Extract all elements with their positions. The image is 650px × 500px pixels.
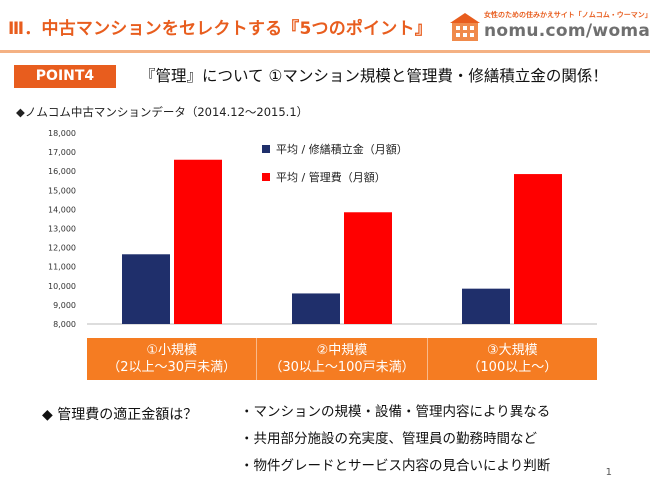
y-tick-label: 14,000 <box>48 205 76 214</box>
category-medium-range: （30以上～100戸未満） <box>269 360 415 375</box>
y-tick-label: 15,000 <box>48 186 76 195</box>
category-medium-name: ②中規模 <box>316 343 368 358</box>
y-tick-label: 17,000 <box>48 148 76 157</box>
bar-management-fee <box>174 159 222 324</box>
header: Ⅲ．中古マンションをセレクトする『5つのポイント』 女性のための住みかえサイト「… <box>0 0 650 53</box>
point-badge: POINT4 <box>14 65 116 88</box>
header-title: Ⅲ．中古マンションをセレクトする『5つのポイント』 <box>8 19 432 39</box>
fee-factor-list: ・マンションの規模・設備・管理内容により異なる ・共用部分施設の充実度、管理員の… <box>240 404 550 485</box>
y-tick-label: 18,000 <box>48 129 76 138</box>
bar-chart: 8,000 9,000 10,000 11,000 12,000 13,000 14,000… <box>48 129 597 329</box>
header-rule <box>0 50 650 53</box>
category-small: ①小規模 （2以上～30戸未満） <box>87 338 258 380</box>
category-small-range: （2以上～30戸未満） <box>107 360 237 375</box>
y-tick-label: 10,000 <box>48 282 76 291</box>
management-fee-question: ◆ 管理費の適正金額は？ <box>42 407 198 423</box>
bar-repair-reserve <box>462 288 510 324</box>
category-small-name: ①小規模 <box>146 343 197 358</box>
y-tick-label: 16,000 <box>48 167 76 176</box>
bar-management-fee <box>514 174 562 324</box>
category-large-range: （100以上～） <box>467 360 558 375</box>
bar-repair-reserve <box>122 254 170 324</box>
legend-swatch <box>262 173 270 181</box>
fee-factor-item: ・物件グレードとサービス内容の見合いにより判断 <box>240 458 551 474</box>
house-logo-icon <box>450 13 480 41</box>
logo: 女性のための住みかえサイト「ノムコム・ウーマン」 nomu.com/woman <box>450 8 650 46</box>
legend-label: 平均 / 管理費（月額） <box>276 170 386 184</box>
category-medium: ②中規模 （30以上～100戸未満） <box>257 338 428 380</box>
point-title: 『管理』について ①マンション規模と管理費・修繕積立金の関係！ <box>140 67 608 85</box>
bar-repair-reserve <box>292 293 340 324</box>
legend-swatch <box>262 145 270 153</box>
fee-factor-item: ・共用部分施設の充実度、管理員の勤務時間など <box>240 431 537 447</box>
logo-tagline: 女性のための住みかえサイト「ノムコム・ウーマン」 <box>484 11 650 19</box>
y-tick-label: 12,000 <box>48 244 76 253</box>
y-tick-label: 9,000 <box>53 301 76 310</box>
bar-management-fee <box>344 212 392 324</box>
category-large: ③大規模 （100以上～） <box>428 338 597 380</box>
page-number: 1 <box>605 467 612 478</box>
y-tick-label: 8,000 <box>53 320 76 329</box>
y-tick-label: 11,000 <box>48 263 76 272</box>
y-tick-label: 13,000 <box>48 225 76 234</box>
fee-factor-item: ・マンションの規模・設備・管理内容により異なる <box>240 404 551 420</box>
category-large-name: ③大規模 <box>486 343 538 358</box>
data-subtitle: ◆ノムコム中古マンションデータ（2014.12～2015.1） <box>16 105 309 119</box>
category-band: ①小規模 （2以上～30戸未満） ②中規模 （30以上～100戸未満） ③大規模… <box>87 338 597 380</box>
legend-label: 平均 / 修繕積立金（月額） <box>276 142 408 156</box>
logo-text: nomu.com/woman <box>484 21 650 41</box>
